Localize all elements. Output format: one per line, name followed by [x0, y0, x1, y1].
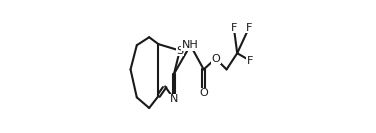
- Text: S: S: [176, 45, 183, 56]
- Text: O: O: [199, 88, 208, 98]
- Text: NH: NH: [182, 40, 199, 50]
- Text: F: F: [247, 55, 253, 66]
- Text: O: O: [211, 53, 220, 64]
- Text: N: N: [170, 94, 178, 104]
- Text: F: F: [231, 23, 237, 33]
- Text: F: F: [246, 23, 252, 33]
